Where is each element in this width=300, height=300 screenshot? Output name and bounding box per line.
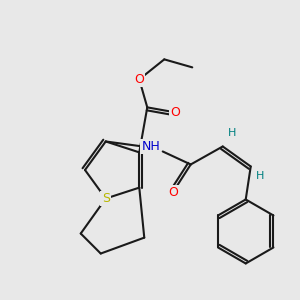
Text: S: S (102, 192, 110, 205)
Text: O: O (134, 73, 144, 86)
Text: NH: NH (141, 140, 160, 153)
Text: O: O (170, 106, 180, 119)
Text: H: H (228, 128, 236, 139)
Text: H: H (256, 172, 264, 182)
Text: O: O (168, 186, 178, 199)
